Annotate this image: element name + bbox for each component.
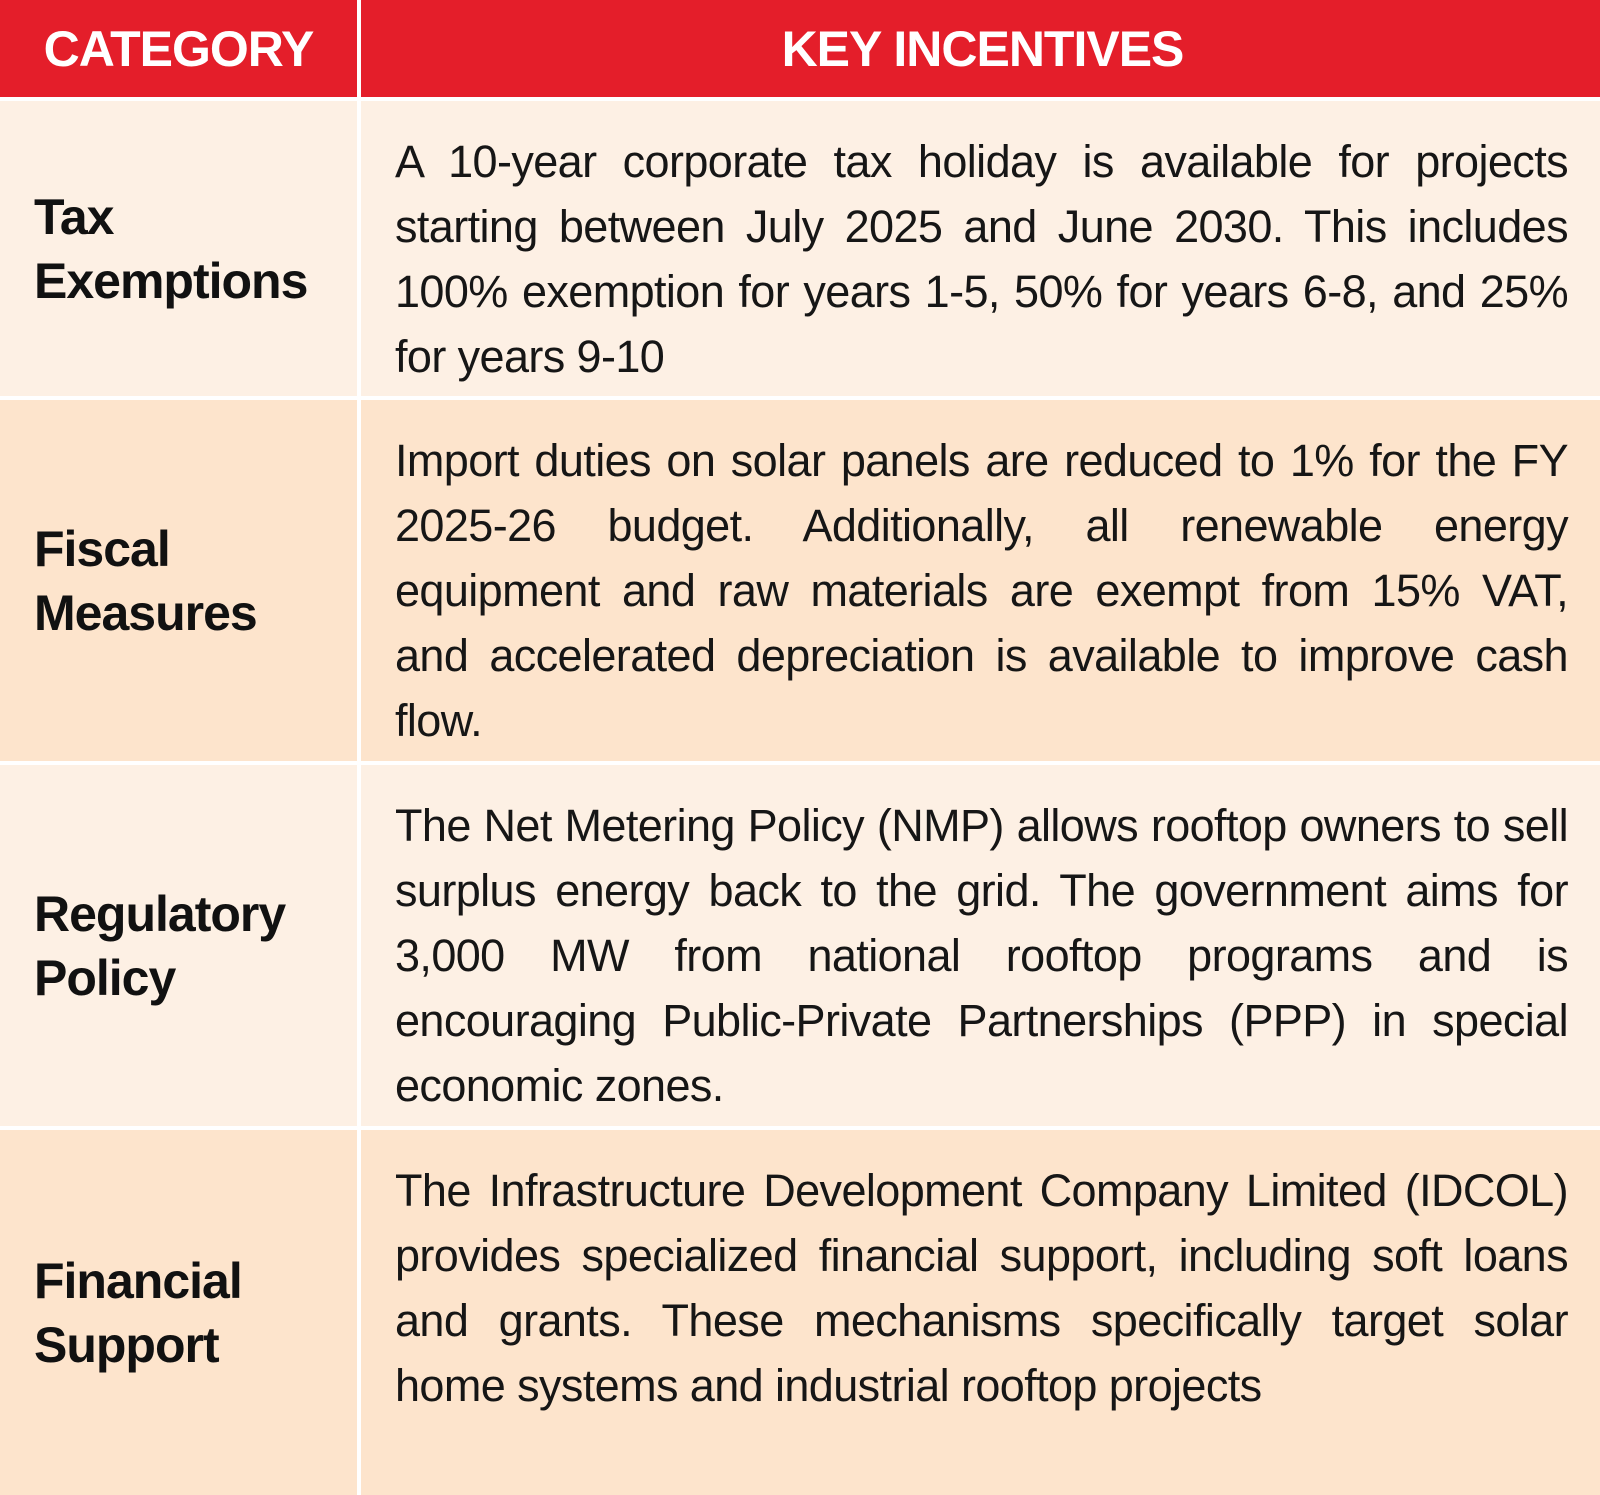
row-category-fiscal-measures: Fiscal Measures <box>0 400 357 761</box>
category-label: Financial Support <box>34 1252 243 1373</box>
row-category-tax-exemptions: Tax Exemptions <box>0 101 357 396</box>
row-incentives-financial-support: The Infrastructure Development Company L… <box>361 1130 1600 1495</box>
header-category: CATEGORY <box>0 0 357 97</box>
category-label: Fiscal Measures <box>34 520 258 641</box>
category-label: Tax Exemptions <box>34 188 308 309</box>
row-incentives-regulatory-policy: The Net Metering Policy (NMP) allows roo… <box>361 765 1600 1126</box>
header-key-incentives: KEY INCENTIVES <box>361 0 1600 97</box>
row-incentives-tax-exemptions: A 10-year corporate tax holiday is avail… <box>361 101 1600 396</box>
category-label: Regulatory Policy <box>34 885 286 1006</box>
row-incentives-fiscal-measures: Import duties on solar panels are reduce… <box>361 400 1600 761</box>
row-category-financial-support: Financial Support <box>0 1130 357 1495</box>
row-category-regulatory-policy: Regulatory Policy <box>0 765 357 1126</box>
